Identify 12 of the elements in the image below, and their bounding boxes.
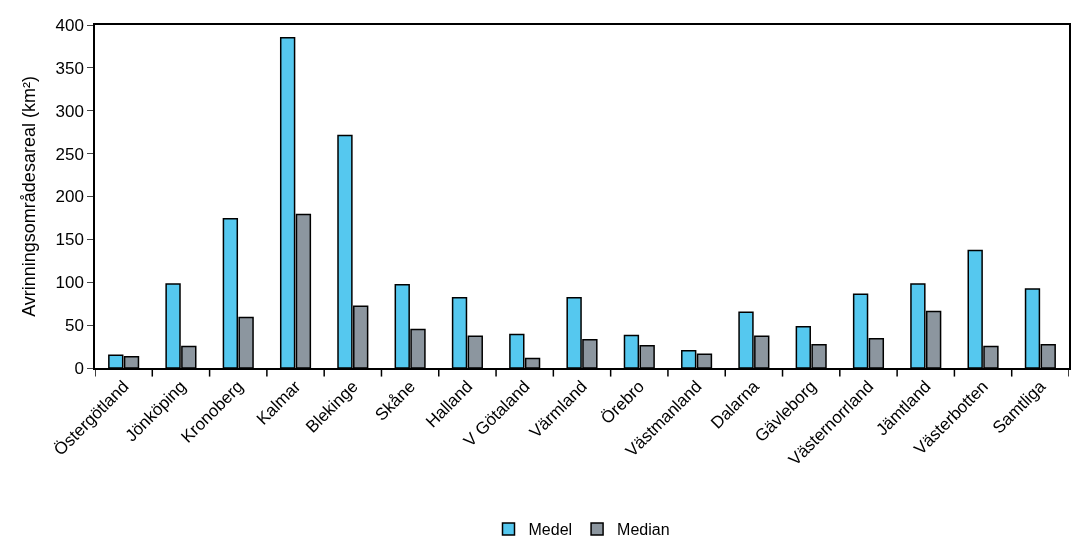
y-tick-label: 50	[64, 316, 84, 336]
y-tick-label: 200	[55, 187, 84, 207]
y-tick-label: 100	[55, 273, 84, 293]
y-tick-label: 350	[55, 58, 84, 78]
legend-label: Median	[617, 521, 670, 539]
y-tick-label: 150	[55, 230, 84, 250]
y-tick-label: 400	[55, 15, 84, 35]
y-axis-title: Avrinningsområdesareal (km²)	[19, 76, 40, 317]
y-tick-label: 300	[55, 101, 84, 121]
y-tick-label: 250	[55, 144, 84, 164]
y-tick-label: 0	[74, 358, 84, 378]
legend-label: Medel	[528, 521, 573, 539]
